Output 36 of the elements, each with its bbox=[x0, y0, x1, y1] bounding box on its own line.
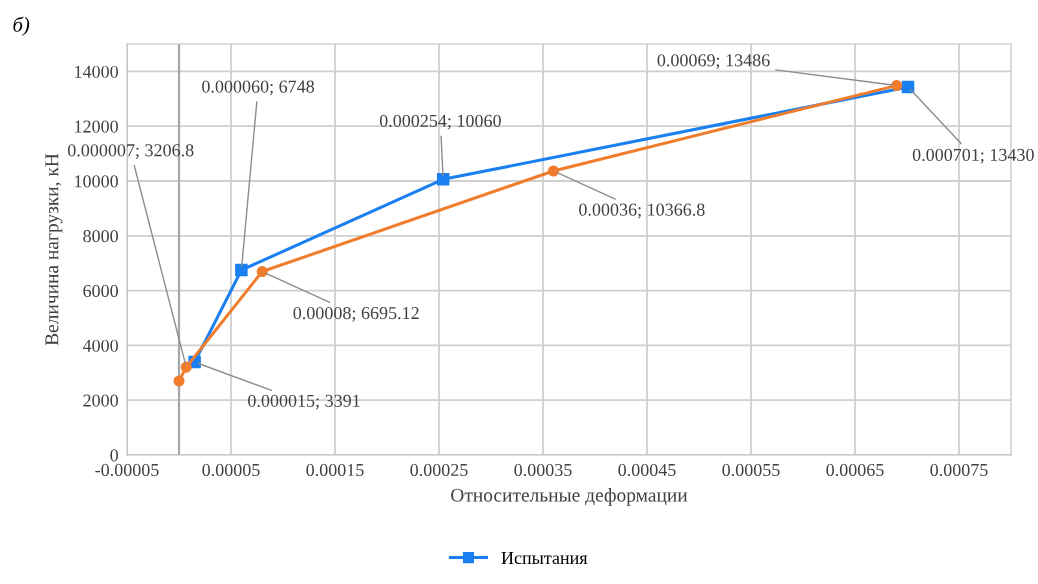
data-label: 0.00036; 10366.8 bbox=[579, 203, 705, 219]
data-label: 0.00008; 6695.12 bbox=[293, 306, 419, 322]
x-tick-label: 0.00035 bbox=[514, 463, 572, 477]
point bbox=[256, 265, 268, 278]
point bbox=[235, 263, 248, 277]
point bbox=[547, 165, 559, 177]
y-tick-label: 2000 bbox=[83, 394, 118, 407]
y-tick-label: 12000 bbox=[75, 120, 118, 133]
legend-label: Испытания bbox=[501, 552, 588, 565]
x-tick-label: 0.00075 bbox=[930, 463, 988, 477]
point bbox=[891, 79, 903, 92]
data-label: 0.000007; 3206.8 bbox=[67, 144, 194, 159]
x-tick-label: 0.00055 bbox=[722, 463, 780, 477]
point bbox=[436, 173, 450, 186]
x-tick-label: 0.00045 bbox=[618, 463, 676, 477]
data-label: 0.000701; 13430 bbox=[912, 148, 1034, 164]
data-label: 0.000060; 6748 bbox=[202, 80, 315, 96]
y-tick-label: 4000 bbox=[82, 339, 118, 352]
x-axis-title: Относительные деформации bbox=[451, 488, 688, 506]
data-label: 0.000254; 10060 bbox=[379, 114, 501, 130]
x-tick-label: 0.00065 bbox=[826, 463, 884, 477]
chart-title: б) bbox=[13, 16, 30, 36]
point bbox=[173, 375, 185, 387]
x-tick-label: -0.00005 bbox=[95, 463, 159, 477]
y-tick-label: 6000 bbox=[83, 284, 118, 298]
x-tick-label: 0.00025 bbox=[410, 463, 468, 477]
data-label: 0.00069; 13486 bbox=[657, 54, 770, 69]
point bbox=[180, 361, 192, 373]
y-tick-label: 10000 bbox=[75, 175, 118, 188]
x-tick-label: 0.00005 bbox=[202, 463, 260, 477]
x-tick-label: 0.00015 bbox=[306, 463, 364, 477]
y-axis-title: Величина нагрузки, кН bbox=[45, 153, 63, 346]
y-tick-label: 8000 bbox=[83, 230, 118, 243]
y-tick-label: 0 bbox=[110, 449, 118, 462]
data-label: 0.000015; 3391 bbox=[248, 394, 360, 410]
y-tick-label: 14000 bbox=[75, 65, 118, 78]
